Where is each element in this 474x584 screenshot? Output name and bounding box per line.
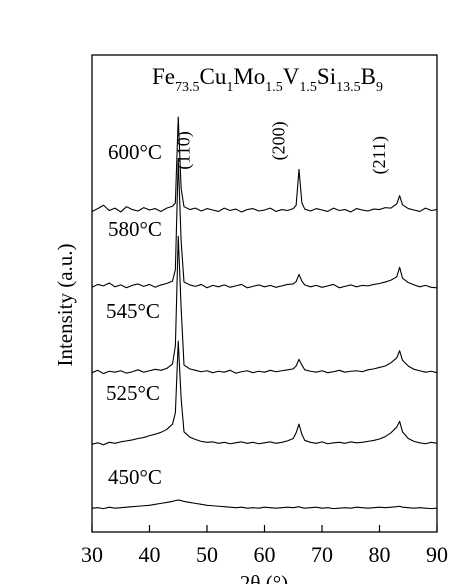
series-label: 525°C — [106, 381, 160, 405]
title-subscript: 73.5 — [175, 80, 200, 95]
x-tick-label: 40 — [139, 542, 161, 567]
title-subscript: 1.5 — [265, 80, 283, 95]
series-label: 450°C — [108, 465, 162, 489]
title-subscript: 1 — [226, 80, 233, 95]
title-element: Cu — [200, 64, 227, 89]
x-axis-label: 2θ (°) — [240, 571, 288, 584]
title-subscript: 1.5 — [299, 80, 317, 95]
peak-annotation: (200) — [269, 121, 290, 160]
x-tick-label: 80 — [369, 542, 391, 567]
peak-annotation: (211) — [369, 136, 390, 174]
y-axis-label: Intensity (a.u.) — [53, 243, 77, 366]
xrd-trace — [91, 499, 438, 510]
plot-frame — [91, 54, 438, 533]
xrd-trace — [91, 159, 438, 289]
title-element: Si — [317, 64, 336, 89]
title-element: V — [283, 64, 300, 89]
x-tick-label: 30 — [81, 542, 103, 567]
x-tick-label: 70 — [311, 542, 333, 567]
title-element: B — [361, 64, 376, 89]
chart-title: Fe73.5Cu1Mo1.5V1.5Si13.5B9 — [152, 64, 383, 95]
title-element: Fe — [152, 64, 175, 89]
x-tick-label: 60 — [254, 542, 276, 567]
x-tick-label: 50 — [196, 542, 218, 567]
series-label: 600°C — [108, 140, 162, 164]
xrd-trace — [91, 340, 438, 446]
title-subscript: 9 — [376, 80, 383, 95]
title-subscript: 13.5 — [336, 80, 361, 95]
xrd-trace — [91, 116, 438, 213]
series-label: 580°C — [108, 217, 162, 241]
xrd-trace — [91, 235, 438, 375]
x-tick-label: 90 — [426, 542, 448, 567]
title-element: Mo — [233, 64, 265, 89]
series-label: 545°C — [106, 299, 160, 323]
